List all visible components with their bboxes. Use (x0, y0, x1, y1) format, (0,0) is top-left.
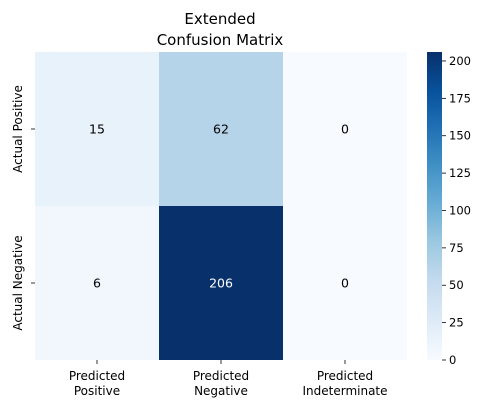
heatmap-cell (159, 52, 283, 206)
colorbar: 0 25 50 75 100 125 150 175 200 (427, 52, 471, 367)
cell-value-label: 206 (209, 276, 233, 291)
colorbar-tick-label: 125 (449, 166, 471, 180)
cell-value-label: 0 (341, 276, 349, 291)
colorbar-gradient (427, 52, 442, 360)
colorbar-tick-label: 175 (449, 91, 471, 105)
heatmap-cell (159, 206, 283, 360)
chart-title-line-1: Extended (184, 10, 255, 28)
x-tick-label: Positive (74, 384, 120, 398)
colorbar-tick-label: 25 (449, 316, 464, 330)
heatmap-grid: 15 62 0 6 206 0 (35, 52, 407, 360)
heatmap-cell (283, 52, 407, 206)
colorbar-tick-label: 150 (449, 129, 471, 143)
cell-value-label: 6 (93, 276, 101, 291)
colorbar-tick-label: 200 (449, 54, 471, 68)
colorbar-tick-label: 50 (449, 278, 464, 292)
colorbar-tick-label: 100 (449, 203, 471, 217)
x-tick-label: Predicted (69, 369, 125, 383)
x-tick-label: Indeterminate (302, 384, 387, 398)
colorbar-tick-label: 0 (449, 353, 456, 367)
y-tick-label: Actual Negative (11, 235, 25, 330)
y-axis: Actual Positive Actual Negative (11, 85, 35, 331)
x-tick-label: Negative (194, 384, 248, 398)
x-tick-label: Predicted (317, 369, 373, 383)
x-axis: PredictedPositivePredictedNegativePredic… (69, 360, 388, 398)
heatmap-cell (35, 206, 159, 360)
cell-value-label: 15 (89, 122, 105, 137)
colorbar-tick-label: 75 (449, 241, 464, 255)
heatmap-cell (283, 206, 407, 360)
chart-title-line-2: Confusion Matrix (157, 31, 284, 49)
x-tick-label: Predicted (193, 369, 249, 383)
heatmap-cell (35, 52, 159, 206)
cell-value-label: 0 (341, 122, 349, 137)
y-tick-label: Actual Positive (11, 85, 25, 173)
cell-value-label: 62 (213, 122, 229, 137)
